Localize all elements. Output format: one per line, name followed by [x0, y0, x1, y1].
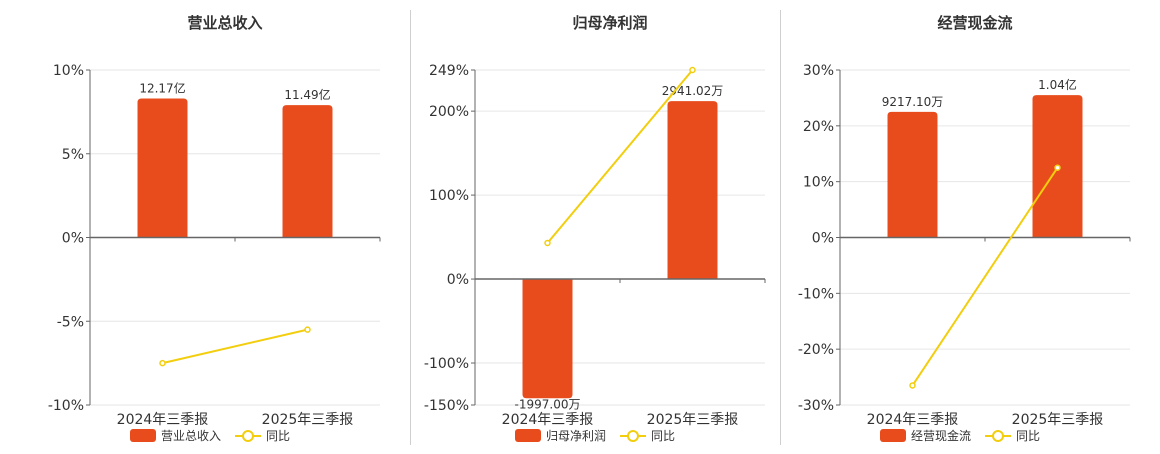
bar-data-label: 9217.10万 — [882, 95, 944, 109]
chart-title: 经营现金流 — [937, 14, 1012, 32]
y-tick-label: -20% — [798, 342, 834, 358]
y-tick-label: 30% — [803, 63, 834, 79]
yoy-point — [304, 326, 311, 333]
y-tick-label: -150% — [424, 398, 469, 414]
legend-bar-swatch — [130, 429, 156, 442]
chart-title: 营业总收入 — [187, 14, 262, 32]
y-tick-label: 20% — [803, 119, 834, 135]
x-tick-label: 2024年三季报 — [502, 412, 594, 428]
y-tick-label: 5% — [62, 147, 84, 163]
panel-divider — [780, 10, 781, 445]
bar — [522, 279, 573, 399]
legend-bar-swatch — [515, 429, 541, 442]
chart-panel-net-profit: 归母净利润 249% 200% 100% 0% -100% -150% -1997.00万 29… — [400, 0, 780, 450]
chart-panel-cash-flow: 经营现金流 30% 20% 10% 0% -10% -20% -30% 9217.10万 1.04… — [765, 0, 1145, 450]
yoy-point — [544, 239, 551, 247]
x-tick-label: 2025年三季报 — [647, 412, 739, 428]
y-tick-label: 0% — [62, 231, 84, 247]
yoy-line — [546, 69, 694, 244]
y-tick-label: -10% — [798, 286, 834, 302]
legend-line-label: 同比 — [1016, 429, 1040, 443]
bar-data-label: 12.17亿 — [139, 80, 185, 95]
bar-data-label: -1997.00万 — [515, 397, 581, 411]
y-tick-label: 10% — [53, 63, 84, 79]
x-tick-label: 2025年三季报 — [1012, 412, 1104, 428]
y-tick-label: -30% — [798, 398, 834, 414]
y-tick-label: -10% — [48, 398, 84, 414]
y-tick-label: 249% — [429, 63, 469, 79]
legend-bar-label: 归母净利润 — [546, 429, 606, 443]
yoy-point — [1054, 164, 1061, 171]
cash-flow-chart: 经营现金流 30% 20% 10% 0% -10% -20% -30% 9217.10万 1.04… — [798, 14, 1131, 443]
yoy-point — [909, 382, 916, 389]
y-tick-label: 0% — [447, 272, 469, 288]
bar — [282, 105, 333, 238]
y-tick-label: -5% — [57, 314, 84, 330]
legend-line-label: 同比 — [651, 429, 675, 443]
legend-bar-label: 经营现金流 — [911, 428, 971, 443]
bar — [667, 101, 718, 280]
x-tick-label: 2025年三季报 — [262, 412, 354, 428]
y-tick-label: 200% — [429, 104, 469, 120]
yoy-line — [911, 167, 1059, 387]
yoy-line — [162, 328, 308, 365]
bar — [137, 98, 188, 238]
yoy-point — [159, 359, 166, 367]
bar-data-label: 11.49亿 — [284, 87, 330, 102]
x-tick-label: 2024年三季报 — [867, 412, 959, 428]
yoy-point — [689, 66, 696, 74]
legend-line-marker — [627, 430, 639, 442]
chart-panel-revenue: 营业总收入 10% 5% 0% -5% -10% 12.17亿 11.49亿 2024年三季报 2… — [15, 0, 395, 450]
bar — [887, 111, 938, 238]
legend-line-marker — [242, 430, 254, 442]
legend-line-marker — [992, 430, 1004, 442]
y-tick-label: 100% — [429, 188, 469, 204]
legend-bar-swatch — [880, 429, 906, 442]
legend-line-label: 同比 — [266, 429, 290, 443]
y-tick-label: -100% — [424, 356, 469, 372]
bar-data-label: 1.04亿 — [1038, 77, 1077, 92]
revenue-chart: 营业总收入 10% 5% 0% -5% -10% 12.17亿 11.49亿 2024年三季报 2… — [48, 14, 381, 443]
x-tick-label: 2024年三季报 — [117, 412, 209, 428]
y-tick-label: 10% — [803, 175, 834, 191]
panel-divider — [410, 10, 411, 445]
legend-bar-label: 营业总收入 — [161, 429, 221, 443]
chart-title: 归母净利润 — [572, 14, 647, 32]
y-tick-label: 0% — [812, 231, 834, 247]
